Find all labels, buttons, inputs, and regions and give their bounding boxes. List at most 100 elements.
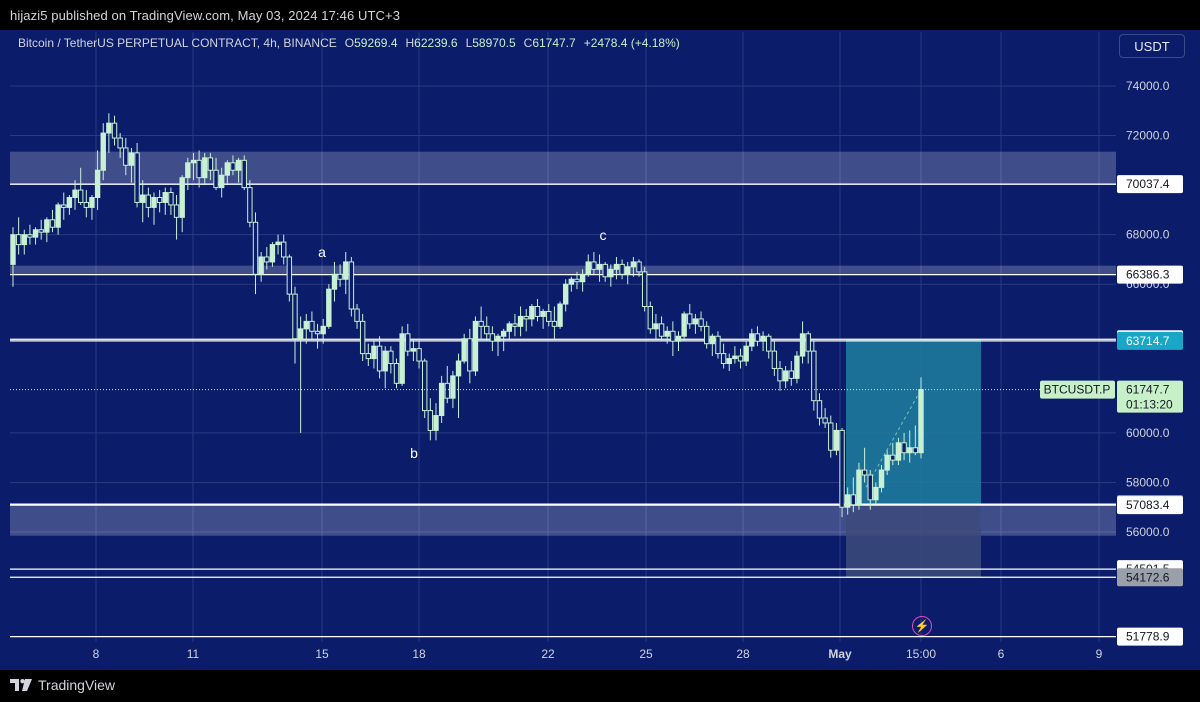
stop-zone[interactable] [846,504,981,578]
low-value: 58970.5 [472,36,516,50]
candle-body [698,318,704,327]
candle-body [574,278,580,283]
candle-body [151,197,157,208]
candle-body [15,234,22,246]
time-tick-label: 15 [315,647,329,661]
candle-body [658,323,665,337]
candle-body [235,159,242,171]
candle-body [111,122,118,139]
candle-body [512,323,518,327]
level-price-tag [1117,265,1183,284]
candle-body [895,442,902,461]
candle-body [21,234,27,246]
candle-body [653,323,659,330]
candle-body [867,474,873,501]
brand-name: TradingView [38,677,116,693]
level-price-label: 57083.4 [1126,498,1170,512]
chart-pane[interactable] [0,30,1200,670]
time-tick-label: 8 [93,647,100,661]
high-label: H [405,36,415,50]
candle-body [123,147,129,166]
candle-body [27,234,33,238]
candle-body [337,273,343,280]
candle-body [500,330,507,337]
candle-body [681,313,687,337]
candle-body [551,320,558,327]
candle-body [467,338,473,372]
candle-body [641,271,648,308]
candle-body [523,315,529,320]
candle-body [83,201,90,208]
current-price-tag [1117,380,1183,413]
candle-body [799,333,806,357]
candle-body [850,494,857,506]
time-tick-label: 18 [412,647,426,661]
candle-body [489,333,496,342]
candle-body [314,330,321,335]
time-tick-label: 9 [1096,647,1103,661]
candle-body [472,320,479,372]
candle-body [190,159,197,164]
candle-body [354,308,360,322]
candle-body [185,162,191,179]
open-label: O [344,36,355,50]
candle-body [213,169,219,189]
low-label: L [465,36,473,50]
candle-body [10,234,16,265]
tradingview-brand[interactable]: TradingView [10,677,115,693]
current-price-label: 61747.7 [1126,383,1170,397]
candle-body [754,333,761,342]
footer: TradingView [0,670,1200,702]
candle-body [365,353,372,360]
candle-body [529,306,535,320]
level-price-tag [1117,175,1183,194]
candle-body [557,303,563,327]
candle-body [805,333,811,352]
time-tick-label: 11 [187,647,200,661]
candle-body [61,204,67,208]
candle-body [140,194,146,203]
candle-body [884,454,890,471]
candle-body [828,422,834,451]
candle-body [709,335,716,345]
candle-body [664,330,670,337]
candle-body [326,288,332,327]
candle-body [720,353,727,365]
time-tick-label: 28 [736,647,750,661]
lightning-icon[interactable]: ⚡ [912,616,932,636]
close-label: C [523,36,533,50]
currency-button[interactable]: USDT [1119,34,1185,58]
level-price-tag [1117,568,1183,587]
open-value: 59269.4 [354,36,398,50]
candle-body [55,204,61,228]
candle-body [247,187,253,223]
candle-body [602,263,608,278]
candle-body [811,350,817,402]
countdown-label: 01:13:20 [1126,398,1173,412]
candle-body [568,278,575,285]
level-price-label: 66386.3 [1126,268,1170,282]
entry-price-label: 63714.7 [1126,334,1170,348]
candle-body [444,382,450,399]
candle-body [303,320,309,330]
candle-body [591,261,597,270]
wave-label-b: b [410,445,418,461]
candle-body [732,355,738,360]
candle-body [72,189,78,198]
level-price-label: 54172.6 [1126,570,1170,584]
price-tick-label: 58000.0 [1126,475,1170,489]
candle-body [495,335,501,342]
candle-body [890,454,896,461]
candle-body [117,137,123,149]
high-value: 62239.6 [414,36,458,50]
candle-body [38,229,44,233]
candle-body [670,330,676,342]
symbol-title: Bitcoin / TetherUS PERPETUAL CONTRACT, 4… [18,36,337,50]
candle-body [625,266,631,275]
target-zone[interactable] [846,339,981,505]
price-labels: 70037.466386.363778.557124.257083.454501… [1040,175,1183,646]
price-tick-label: 56000.0 [1126,525,1170,539]
candle-body [292,293,298,340]
candle-body [771,350,778,369]
